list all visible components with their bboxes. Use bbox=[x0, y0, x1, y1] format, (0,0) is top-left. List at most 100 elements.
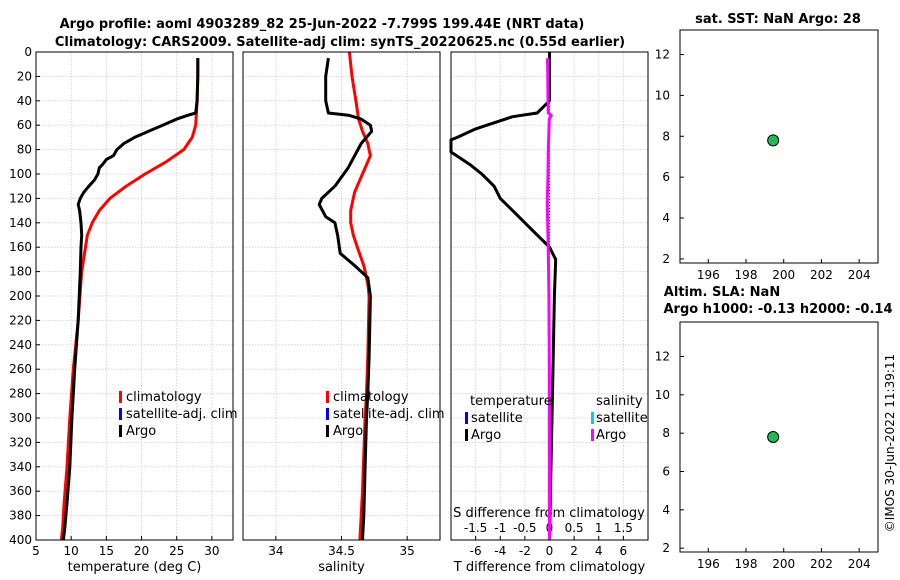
y-tick-label: 4 bbox=[662, 503, 670, 517]
legend-swatch bbox=[119, 391, 122, 403]
y-tick-label: 220 bbox=[9, 313, 32, 327]
x-tick-label: 202 bbox=[810, 268, 833, 282]
legend-label: climatology bbox=[333, 390, 409, 405]
legend-swatch bbox=[465, 412, 468, 424]
legend-swatch bbox=[465, 429, 468, 441]
y-tick-label: 2 bbox=[662, 252, 670, 266]
y-tick-label: 6 bbox=[662, 465, 670, 479]
x-tick-label: -2 bbox=[519, 544, 531, 558]
y-tick-label: 10 bbox=[655, 88, 670, 102]
y-tick-label: 140 bbox=[9, 216, 32, 230]
legend-label: Argo bbox=[126, 424, 156, 439]
legend-title-salinity: salinity bbox=[596, 394, 643, 409]
x-tick-label: 20 bbox=[134, 544, 149, 558]
sat-sst-panel: 196 198 200 202 204 2 4 6 8 10 12 bbox=[655, 29, 879, 282]
s-tick-label: 1 bbox=[595, 521, 603, 535]
panel-frame bbox=[679, 29, 879, 264]
series-line-t-difference-argo- bbox=[449, 52, 558, 541]
x-tick-label: 202 bbox=[810, 557, 833, 571]
data-point bbox=[767, 431, 780, 443]
legend-label: climatology bbox=[126, 390, 202, 405]
x-tick-label: 200 bbox=[772, 268, 795, 282]
timestamp-stamp: ©IMOS 30-Jun-2022 11:39:11 bbox=[883, 354, 897, 532]
s-tick-label: 0.5 bbox=[565, 521, 584, 535]
figure-title-line2: Climatology: CARS2009. Satellite-adj cli… bbox=[55, 35, 625, 50]
x-tick-label: 30 bbox=[204, 544, 219, 558]
y-tick-label: 160 bbox=[9, 240, 32, 254]
y-tick-label: 360 bbox=[9, 484, 32, 498]
altim-sla-title: Altim. SLA: NaN bbox=[664, 285, 780, 300]
y-tick-label: 260 bbox=[9, 362, 32, 376]
y-tick-label: 2 bbox=[662, 541, 670, 555]
y-tick-label: 4 bbox=[662, 211, 670, 225]
y-tick-label: 0 bbox=[24, 45, 32, 59]
y-tick-label: 380 bbox=[9, 509, 32, 523]
y-tick-label: 300 bbox=[9, 411, 32, 425]
figure-title-line1: Argo profile: aoml 4903289_82 25-Jun-202… bbox=[60, 17, 585, 32]
x-tick-label: 25 bbox=[169, 544, 184, 558]
x-tick-label: 15 bbox=[99, 544, 114, 558]
y-tick-label: 180 bbox=[9, 265, 32, 279]
x-tick-label: 2 bbox=[570, 544, 578, 558]
y-tick-label: 100 bbox=[9, 167, 32, 181]
x-tick-label: 196 bbox=[697, 557, 720, 571]
y-tick-label: 340 bbox=[9, 460, 32, 474]
x-tick-label: 34.5 bbox=[328, 544, 355, 558]
legend-swatch bbox=[119, 408, 122, 420]
x-tick-label: 35 bbox=[400, 544, 415, 558]
x-tick-label: 198 bbox=[735, 557, 758, 571]
legend-label: Argo bbox=[333, 424, 363, 439]
legend-label: satellite-adj. clim bbox=[126, 407, 238, 422]
y-tick-label: 12 bbox=[655, 48, 670, 62]
x-axis-label: temperature (deg C) bbox=[68, 560, 202, 575]
altim-sla-panel: 196 198 200 202 204 2 4 6 8 10 12 bbox=[655, 321, 879, 571]
panel-frame bbox=[450, 51, 649, 541]
altim-sla-subtitle: Argo h1000: -0.13 h2000: -0.14 bbox=[663, 302, 892, 317]
x-tick-label: 196 bbox=[697, 268, 720, 282]
x-tick-label: 204 bbox=[848, 268, 871, 282]
x-tick-label: 204 bbox=[848, 557, 871, 571]
s-tick-label: -0.5 bbox=[513, 521, 536, 535]
difference-panel: -6 -4 -2 0 2 4 6-1.5 -1 -0.5 0 0.5 1 1.5S difference… bbox=[449, 51, 649, 575]
legend-title-temperature: temperature bbox=[470, 394, 552, 409]
series-line-argo bbox=[317, 57, 374, 541]
legend-swatch bbox=[326, 408, 329, 420]
series-line-argo bbox=[61, 58, 200, 541]
legend-swatch bbox=[326, 391, 329, 403]
y-tick-label: 120 bbox=[9, 191, 32, 205]
legend-label: satellite bbox=[471, 411, 523, 426]
x-tick-label: 200 bbox=[772, 557, 795, 571]
y-tick-label: 200 bbox=[9, 289, 32, 303]
y-tick-label: 20 bbox=[17, 69, 32, 83]
panel-frame bbox=[242, 51, 441, 541]
legend-label: satellite bbox=[596, 411, 648, 426]
legend-swatch bbox=[591, 429, 594, 441]
legend-label: Argo bbox=[471, 428, 501, 443]
y-tick-label: 40 bbox=[17, 94, 32, 108]
x-tick-label: -4 bbox=[494, 544, 506, 558]
s-tick-label: -1 bbox=[494, 521, 506, 535]
y-tick-label: 80 bbox=[17, 143, 32, 157]
x-tick-label: 34 bbox=[268, 544, 283, 558]
x-tick-label: 6 bbox=[620, 544, 628, 558]
x-tick-label: 4 bbox=[595, 544, 603, 558]
salinity-panel: 34 34.5 35 salinity climatology satellite-adj… bbox=[242, 51, 445, 575]
x-axis-label: T difference from climatology bbox=[453, 560, 646, 575]
legend-label: satellite-adj. clim bbox=[333, 407, 445, 422]
y-tick-label: 10 bbox=[655, 388, 670, 402]
legend-swatch bbox=[591, 412, 594, 424]
x-tick-label: -6 bbox=[470, 544, 482, 558]
x-tick-label: 5 bbox=[32, 544, 40, 558]
legend-swatch bbox=[119, 425, 122, 437]
temperature-panel: 5 10 15 20 25 3002040608010012014016018020022… bbox=[9, 45, 238, 575]
y-tick-label: 6 bbox=[662, 170, 670, 184]
panel-frame bbox=[35, 51, 234, 541]
legend-swatch bbox=[326, 425, 329, 437]
x-axis-label: salinity bbox=[318, 560, 365, 575]
y-tick-label: 240 bbox=[9, 338, 32, 352]
data-point bbox=[767, 134, 780, 147]
y-tick-label: 320 bbox=[9, 435, 32, 449]
y-tick-label: 12 bbox=[655, 350, 670, 364]
series-line-s-difference-argo- bbox=[545, 58, 553, 540]
